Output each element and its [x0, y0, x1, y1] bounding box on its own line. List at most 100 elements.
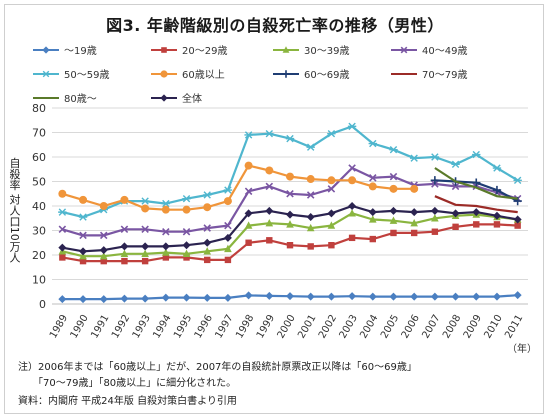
data-point — [306, 213, 315, 222]
note-line-2: 「70〜79歳」「80歳以上」に細分化された。 — [18, 378, 237, 389]
x-tick-label: 1993 — [131, 313, 153, 341]
data-point — [348, 176, 357, 185]
data-point — [286, 242, 294, 249]
data-point — [472, 178, 481, 187]
data-point — [430, 292, 439, 301]
data-point — [306, 292, 315, 301]
data-point — [513, 176, 522, 184]
data-point — [306, 191, 315, 199]
data-point — [266, 237, 273, 244]
data-point — [327, 176, 336, 185]
data-point — [369, 235, 376, 243]
data-point — [224, 244, 232, 253]
x-tick-label: 1990 — [69, 313, 91, 341]
data-point — [99, 246, 108, 255]
data-point — [348, 292, 357, 301]
x-tick-label: 2001 — [296, 313, 318, 341]
data-point — [368, 208, 377, 217]
data-point — [307, 243, 314, 250]
x-tick-label: 2000 — [276, 313, 298, 341]
x-tick-label: 2011 — [503, 313, 525, 341]
data-point — [223, 233, 232, 242]
data-point — [265, 130, 274, 138]
legend-item: 70〜79歳 — [390, 66, 512, 81]
data-point — [203, 238, 212, 247]
y-tick-label: 50 — [32, 176, 46, 189]
data-point — [58, 208, 67, 216]
data-point — [348, 209, 356, 217]
legend-item: 60〜69歳 — [272, 66, 390, 81]
data-point — [203, 293, 212, 302]
data-point — [244, 131, 253, 139]
data-point — [430, 176, 440, 185]
legend-swatch — [33, 70, 59, 77]
legend-swatch — [391, 46, 417, 53]
data-point — [141, 204, 150, 213]
data-point — [120, 294, 129, 303]
data-point — [244, 221, 253, 229]
data-point — [472, 150, 481, 159]
data-point — [79, 252, 87, 260]
data-point — [79, 231, 87, 240]
data-point — [513, 215, 522, 224]
data-point — [99, 252, 108, 260]
legend-label: 60〜69歳 — [304, 70, 350, 81]
data-point — [472, 292, 481, 301]
data-point — [368, 139, 377, 148]
data-point — [306, 223, 315, 232]
data-point — [451, 209, 460, 218]
note-line-1: 注）2006年までは「60歳以上」だが、2007年の自殺統計原票改正以降は「60… — [18, 362, 417, 373]
data-point — [161, 242, 170, 251]
data-point — [161, 293, 170, 302]
data-point — [79, 195, 88, 204]
data-point — [244, 187, 253, 196]
data-point — [389, 145, 398, 154]
data-point — [79, 247, 88, 256]
data-point — [368, 182, 377, 191]
data-point — [182, 249, 191, 257]
data-point — [161, 199, 171, 208]
data-point — [286, 292, 294, 301]
data-point — [182, 227, 191, 236]
data-point — [58, 189, 67, 198]
legend-marker — [42, 45, 50, 54]
data-point — [348, 164, 356, 172]
data-point — [452, 223, 459, 231]
data-point — [140, 197, 150, 205]
legend-item: 〜19歳 — [32, 42, 150, 57]
legend-swatch — [151, 69, 177, 78]
series-line — [434, 167, 518, 200]
legend-label: 30〜39歳 — [304, 46, 350, 57]
data-point — [203, 224, 211, 232]
data-point — [409, 154, 419, 162]
legend-marker — [282, 45, 290, 53]
data-point — [328, 242, 335, 249]
data-point — [410, 292, 419, 301]
data-point — [389, 206, 398, 215]
data-point — [410, 218, 418, 227]
data-point — [245, 239, 252, 246]
y-tick-label: 0 — [39, 298, 46, 311]
legend-marker — [160, 93, 168, 102]
x-tick-label: 2007 — [420, 313, 442, 341]
chart-frame — [4, 4, 544, 414]
data-point — [162, 254, 170, 261]
data-point — [265, 291, 274, 300]
data-point — [58, 225, 67, 234]
data-point — [492, 292, 501, 301]
y-tick-label: 40 — [32, 200, 46, 213]
y-tick-label: 30 — [32, 225, 46, 238]
legend-marker — [400, 46, 408, 53]
x-tick-label: 1991 — [89, 313, 111, 341]
x-tick-label: 2004 — [358, 313, 380, 341]
x-tick-label: 1995 — [172, 313, 194, 341]
data-point — [120, 195, 129, 204]
data-point — [430, 153, 440, 161]
data-point — [431, 214, 439, 222]
data-point — [141, 257, 149, 265]
legend-swatch — [33, 45, 59, 54]
data-point — [327, 221, 336, 229]
x-tick-label: 2010 — [482, 313, 504, 341]
data-point — [223, 186, 233, 194]
